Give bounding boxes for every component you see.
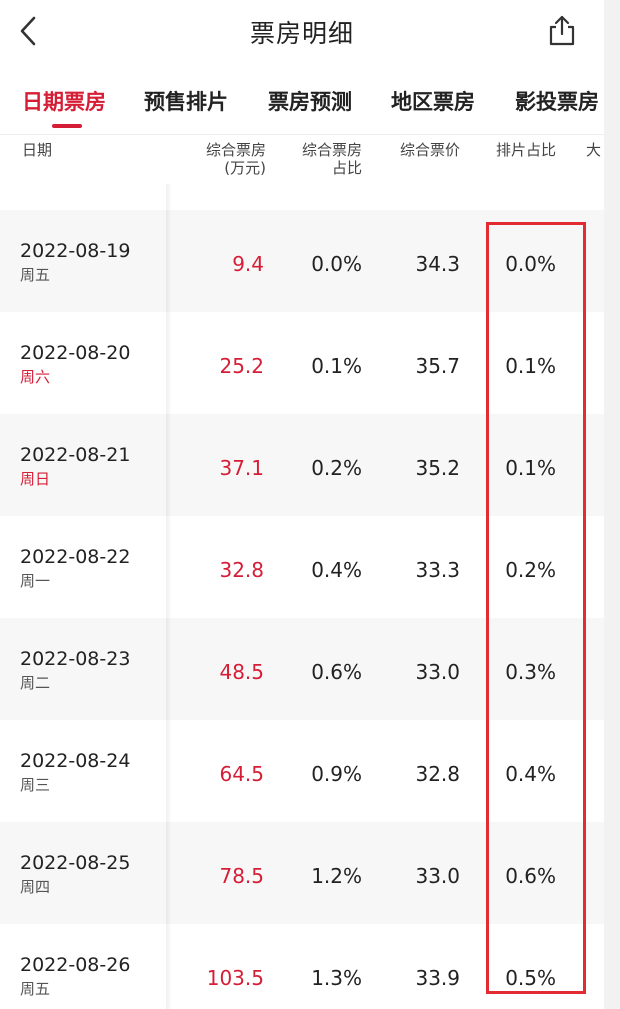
row-box-office: 103.5 <box>206 966 264 990</box>
row-schedule: 0.6% <box>505 864 556 888</box>
row-date: 2022-08-25 <box>20 852 131 874</box>
header-box-office-share[interactable]: 综合票房 占比 <box>282 141 362 177</box>
row-schedule: 0.3% <box>505 660 556 684</box>
row-weekday: 周五 <box>20 266 51 284</box>
row-price: 35.7 <box>415 354 460 378</box>
row-price: 35.2 <box>415 456 460 480</box>
tab-bar: 日期票房 预售排片 票房预测 地区票房 影投票房 <box>0 64 604 134</box>
frozen-column-shadow <box>166 184 172 1009</box>
row-weekday: 周四 <box>20 878 51 896</box>
row-weekday: 周日 <box>20 470 51 488</box>
row-price: 33.0 <box>415 660 460 684</box>
row-weekday: 周六 <box>20 368 51 386</box>
table-row[interactable]: 2022-08-20 周六 25.2 0.1% 35.7 0.1% <box>0 312 604 414</box>
table-row[interactable]: 2022-08-19 周五 9.4 0.0% 34.3 0.0% <box>0 210 604 312</box>
tab-investor-box-office[interactable]: 影投票房 <box>515 90 599 114</box>
right-edge-strip <box>604 0 620 1009</box>
table-row[interactable]: 2022-08-21 周日 37.1 0.2% 35.2 0.1% <box>0 414 604 516</box>
header-truncated[interactable]: 大 <box>586 141 602 159</box>
row-share: 0.0% <box>311 252 362 276</box>
page-title: 票房明细 <box>249 19 354 48</box>
row-price: 33.9 <box>415 966 460 990</box>
row-schedule: 0.5% <box>505 966 556 990</box>
active-tab-indicator <box>52 124 82 128</box>
share-icon[interactable] <box>546 13 578 47</box>
row-date: 2022-08-26 <box>20 954 131 976</box>
header-box-office-unit: (万元) <box>224 159 266 177</box>
tab-regional-box-office[interactable]: 地区票房 <box>391 90 475 114</box>
tab-box-office-forecast[interactable]: 票房预测 <box>268 90 352 114</box>
row-weekday: 周二 <box>20 674 51 692</box>
row-date: 2022-08-21 <box>20 444 131 466</box>
row-weekday: 周五 <box>20 980 51 998</box>
row-date: 2022-08-23 <box>20 648 131 670</box>
table-row[interactable]: 2022-08-24 周三 64.5 0.9% 32.8 0.4% <box>0 720 604 822</box>
row-schedule: 0.1% <box>505 456 556 480</box>
table-row[interactable]: 2022-08-22 周一 32.8 0.4% 33.3 0.2% <box>0 516 604 618</box>
row-date: 2022-08-22 <box>20 546 131 568</box>
row-price: 32.8 <box>415 762 460 786</box>
row-date: 2022-08-19 <box>20 240 131 262</box>
row-schedule: 0.4% <box>505 762 556 786</box>
row-weekday: 周一 <box>20 572 51 590</box>
header-gap <box>0 184 604 210</box>
row-schedule: 0.1% <box>505 354 556 378</box>
highlight-box <box>486 222 586 994</box>
tab-daily-box-office[interactable]: 日期票房 <box>22 90 106 114</box>
row-box-office: 32.8 <box>219 558 264 582</box>
row-box-office: 9.4 <box>232 252 264 276</box>
row-price: 33.3 <box>415 558 460 582</box>
header-box-office-label: 综合票房 <box>205 141 266 159</box>
header-share-label: 综合票房 <box>301 141 362 159</box>
header-date[interactable]: 日期 <box>22 141 53 159</box>
header-avg-price[interactable]: 综合票价 <box>399 141 460 159</box>
back-icon[interactable] <box>14 14 44 48</box>
row-box-office: 48.5 <box>219 660 264 684</box>
table-row[interactable]: 2022-08-23 周二 48.5 0.6% 33.0 0.3% <box>0 618 604 720</box>
header-box-office[interactable]: 综合票房 (万元) <box>186 141 266 177</box>
row-schedule: 0.2% <box>505 558 556 582</box>
row-price: 34.3 <box>415 252 460 276</box>
row-price: 33.0 <box>415 864 460 888</box>
row-share: 0.9% <box>311 762 362 786</box>
header-share-sub: 占比 <box>331 159 362 177</box>
tab-presale-schedule[interactable]: 预售排片 <box>144 90 228 114</box>
row-weekday: 周三 <box>20 776 51 794</box>
row-share: 1.3% <box>311 966 362 990</box>
row-share: 1.2% <box>311 864 362 888</box>
table-row[interactable]: 2022-08-25 周四 78.5 1.2% 33.0 0.6% <box>0 822 604 924</box>
row-box-office: 37.1 <box>219 456 264 480</box>
row-share: 0.1% <box>311 354 362 378</box>
row-share: 0.2% <box>311 456 362 480</box>
row-share: 0.6% <box>311 660 362 684</box>
row-schedule: 0.0% <box>505 252 556 276</box>
row-share: 0.4% <box>311 558 362 582</box>
row-box-office: 64.5 <box>219 762 264 786</box>
header-schedule-share[interactable]: 排片占比 <box>495 141 556 159</box>
table-row[interactable]: 2022-08-26 周五 103.5 1.3% 33.9 0.5% <box>0 924 604 1009</box>
top-bar: 票房明细 <box>0 0 604 64</box>
row-box-office: 78.5 <box>219 864 264 888</box>
row-date: 2022-08-24 <box>20 750 131 772</box>
table-header: 日期 综合票房 (万元) 综合票房 占比 综合票价 排片占比 大 <box>0 134 604 185</box>
row-date: 2022-08-20 <box>20 342 131 364</box>
row-box-office: 25.2 <box>219 354 264 378</box>
